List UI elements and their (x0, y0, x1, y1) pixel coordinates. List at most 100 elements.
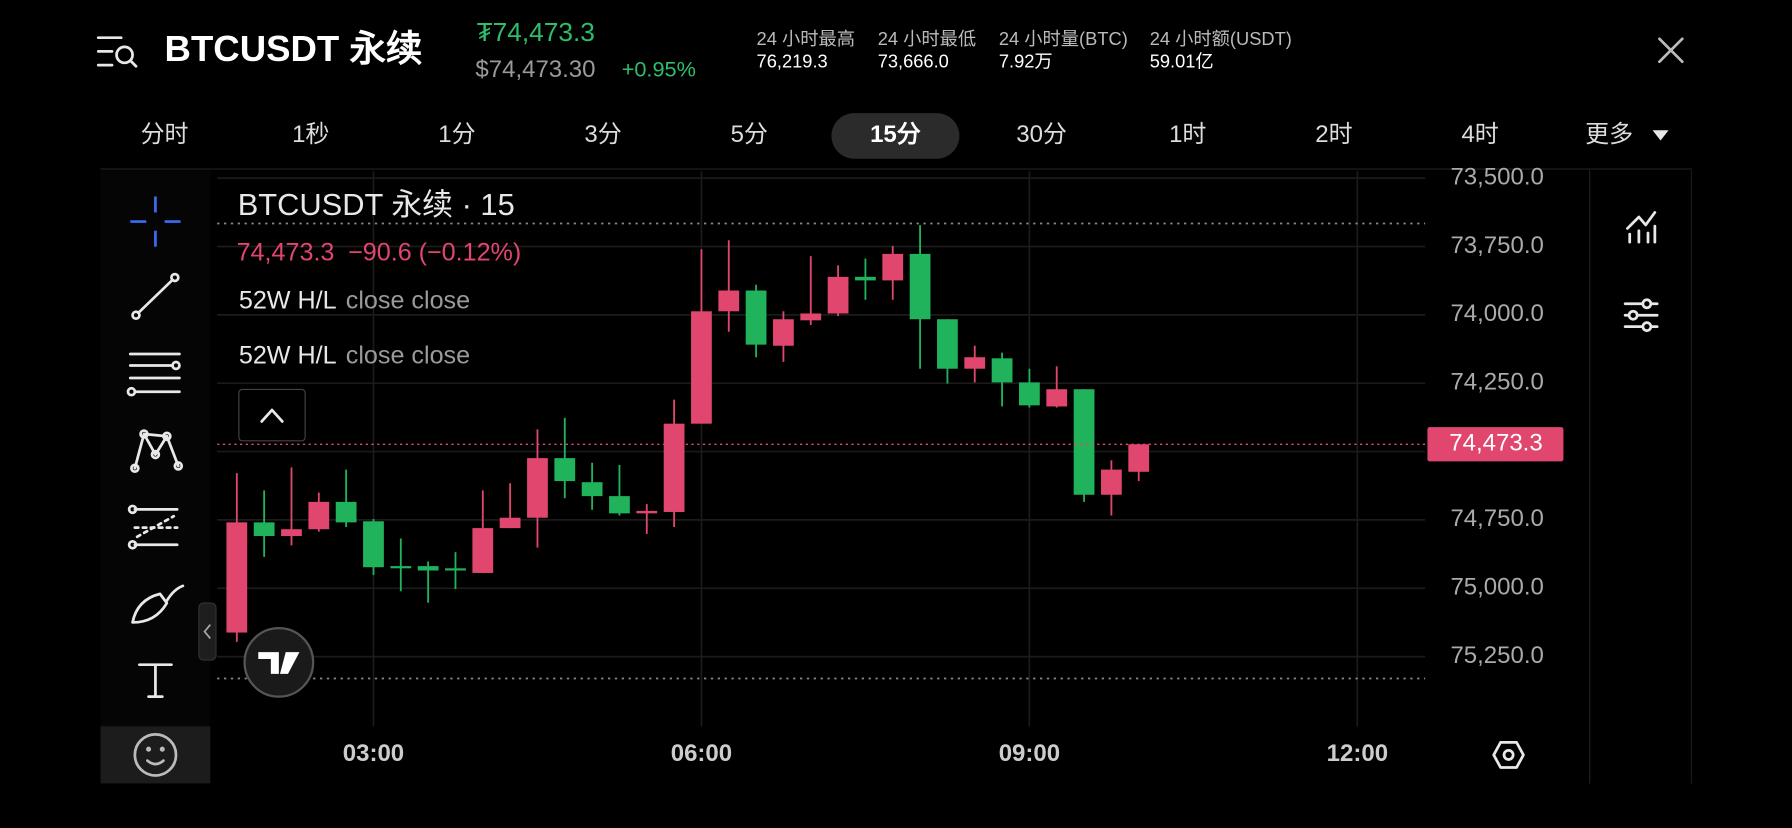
candle-body (827, 276, 849, 314)
interval-tab[interactable]: 更多 (1585, 121, 1633, 148)
candle-body (1101, 469, 1122, 495)
candle-body (390, 566, 412, 569)
interval-tab[interactable]: 4时 (1461, 121, 1498, 148)
toolbar-footer (100, 726, 211, 784)
interval-tab[interactable]: 分时 (141, 121, 189, 148)
interval-tabs: 分时 1秒 1分 3分 5分 15分 30分 1时 2时 4时 更多 (141, 121, 1634, 148)
candle-body (554, 458, 576, 482)
stat-label: 24 小时最低 (878, 28, 977, 49)
candle-body (964, 357, 986, 369)
candle-body (773, 319, 794, 346)
candle-body (636, 510, 658, 514)
stat-value: 7.92万 (999, 51, 1053, 72)
interval-tab[interactable]: 1分 (438, 121, 475, 148)
study-name: 52W H/L (239, 341, 337, 369)
candle-body (745, 290, 767, 345)
candle-body (663, 423, 685, 512)
toolbar-toggle[interactable] (198, 602, 217, 661)
study-inputs: close close (346, 341, 470, 369)
symbol-title[interactable]: BTCUSDT 永续 (165, 28, 423, 69)
candle-body (1019, 382, 1040, 406)
candle-body (527, 458, 548, 518)
candle-body (281, 529, 302, 537)
study-name: 52W H/L (239, 286, 337, 314)
y-tick-label: 75,000.0 (1450, 574, 1543, 601)
toolbar-toggle-icon (203, 624, 211, 639)
more-arrow[interactable] (1652, 130, 1669, 141)
text-tool[interactable] (138, 663, 173, 699)
interval-tab[interactable]: 1秒 (292, 121, 329, 148)
stat-value: 73,666.0 (878, 51, 949, 72)
interval-tab[interactable]: 15分 (870, 121, 921, 148)
stat-label: 24 小时量(BTC) (999, 28, 1128, 49)
candle-body (363, 521, 384, 568)
interval-tab[interactable]: 30分 (1016, 121, 1067, 148)
y-tick-label: 74,750.0 (1450, 505, 1543, 532)
candle-body (991, 358, 1013, 383)
candle-body (253, 522, 275, 537)
projection-tool[interactable] (127, 504, 179, 550)
chart-settings-button[interactable] (1492, 740, 1525, 769)
active-interval-bg (831, 113, 960, 159)
y-tick-label: 74,250.0 (1450, 369, 1543, 396)
candle-body (609, 496, 630, 514)
legend-price: 74,473.3 (237, 238, 335, 266)
legend-change: −90.6 (348, 238, 412, 266)
legend-change-pct: (−0.12%) (419, 238, 522, 266)
x-tick-label: 12:00 (1327, 740, 1388, 767)
stat-label: 24 小时最高 (757, 28, 856, 49)
y-tick-label: 73,750.0 (1450, 232, 1543, 259)
candle-body (581, 482, 603, 497)
brush-tool[interactable] (131, 584, 185, 624)
close-button[interactable] (1658, 37, 1684, 64)
candle-body (882, 253, 904, 281)
usd-price: $74,473.30 (475, 56, 595, 83)
candle-body (1073, 389, 1095, 495)
legend-symbol: BTCUSDT 永续 · 15 (238, 187, 515, 222)
candle-body (800, 313, 822, 321)
candle-body (937, 319, 958, 369)
last-price-label: 74,473.3 (1449, 430, 1542, 457)
x-tick-label: 06:00 (671, 740, 732, 767)
y-tick-label: 75,250.0 (1450, 642, 1543, 669)
candle-body (226, 522, 248, 633)
interval-tab[interactable]: 3分 (584, 121, 621, 148)
stat-value: 76,219.3 (757, 51, 828, 72)
candle-body (499, 517, 521, 529)
settings-button[interactable] (1623, 298, 1659, 332)
study-row[interactable]: 52W H/L close close (239, 341, 470, 369)
interval-tab[interactable]: 1时 (1169, 121, 1206, 148)
candle-body (1128, 444, 1150, 472)
fib-tool[interactable] (126, 352, 181, 397)
collapse-legend-button[interactable] (238, 388, 306, 442)
interval-tab[interactable]: 2时 (1315, 121, 1352, 148)
plot: 03:00 06:00 09:00 12:00 73,500.0 73,750.0 74,0… (217, 163, 1564, 767)
crosshair-tool[interactable] (130, 196, 181, 247)
candle-body (445, 568, 466, 571)
candle-body (855, 276, 876, 281)
x-tick-label: 09:00 (999, 740, 1060, 767)
last-price-tag (1427, 427, 1564, 462)
indicators-button[interactable] (1626, 211, 1657, 244)
price-change: +0.95% (622, 57, 696, 82)
collapse-legend-icon (260, 408, 284, 423)
study-row[interactable]: 52W H/L close close (239, 286, 470, 314)
x-tick-label: 03:00 (343, 740, 404, 767)
candle-body (718, 290, 740, 312)
pattern-tool[interactable] (130, 429, 184, 474)
menu-icon[interactable] (96, 36, 138, 68)
emoji-tool[interactable] (133, 732, 178, 777)
y-tick-label: 73,500.0 (1450, 163, 1543, 190)
candle-body (335, 501, 357, 523)
trendline-tool[interactable] (131, 272, 180, 321)
candle-body (308, 501, 330, 530)
candle-body (472, 528, 494, 573)
interval-tab[interactable]: 5分 (731, 121, 768, 148)
study-inputs: close close (346, 286, 470, 314)
last-price: ₮74,473.3 (477, 17, 595, 47)
legend-values: 74,473.3 −90.6 (−0.12%) (237, 238, 522, 266)
stat-label: 24 小时额(USDT) (1150, 28, 1292, 49)
stat-value: 59.01亿 (1150, 51, 1214, 72)
